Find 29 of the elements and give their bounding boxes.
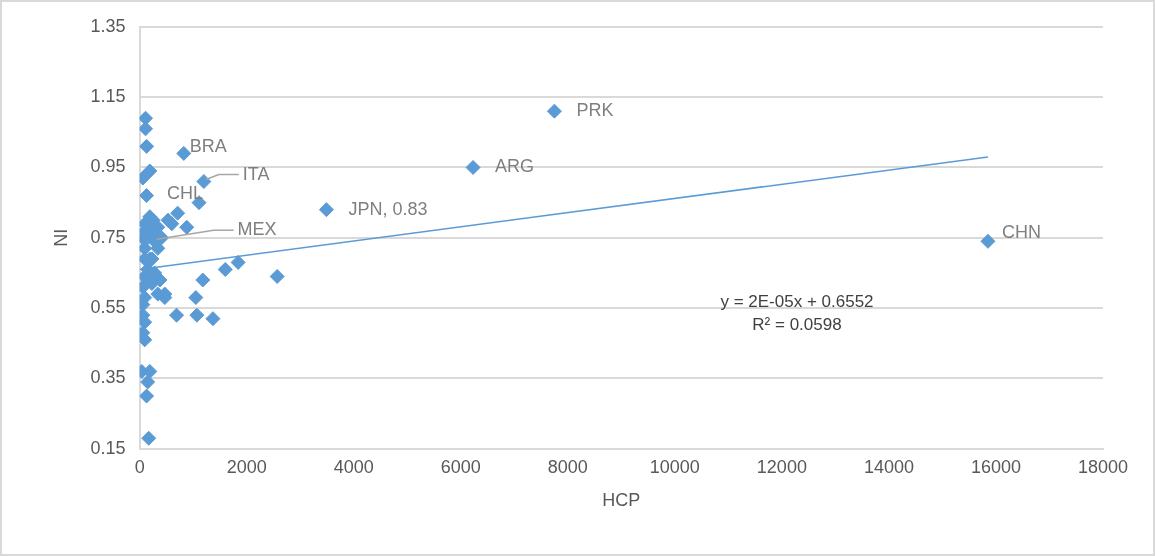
x-tick-label: 2000 [226,456,267,477]
x-tick-label: 12000 [756,456,807,477]
y-tick-label: 0.35 [90,367,126,388]
y-axis-title: NI [50,228,71,247]
annotation: CHN [1001,222,1041,243]
x-tick-label: 8000 [547,456,588,477]
x-tick-label: 4000 [333,456,374,477]
y-tick-label: 0.75 [90,226,126,247]
y-tick-label: 0.15 [90,437,126,458]
y-tick-label: 1.35 [90,15,126,36]
annotation: MEX [237,219,277,240]
x-tick-label: 10000 [649,456,700,477]
annotation: CHL [167,182,204,203]
x-tick-label: 16000 [970,456,1021,477]
y-tick-label: 1.15 [90,86,126,107]
x-axis-title: HCP [602,490,641,511]
annotation: R² = 0.0598 [752,314,842,334]
y-tick-label: 0.55 [90,297,126,318]
annotation: ITA [242,163,270,184]
annotation: PRK [576,100,614,121]
x-tick-label: 14000 [863,456,914,477]
x-tick-label: 6000 [440,456,481,477]
annotation: BRA [189,136,227,157]
annotation: JPN, 0.83 [348,198,428,219]
x-tick-label: 18000 [1077,456,1129,477]
x-tick-label: 0 [134,456,145,477]
annotation: ARG [495,156,535,177]
annotation: y = 2E-05x + 0.6552 [720,291,874,311]
y-tick-label: 0.95 [90,156,126,177]
